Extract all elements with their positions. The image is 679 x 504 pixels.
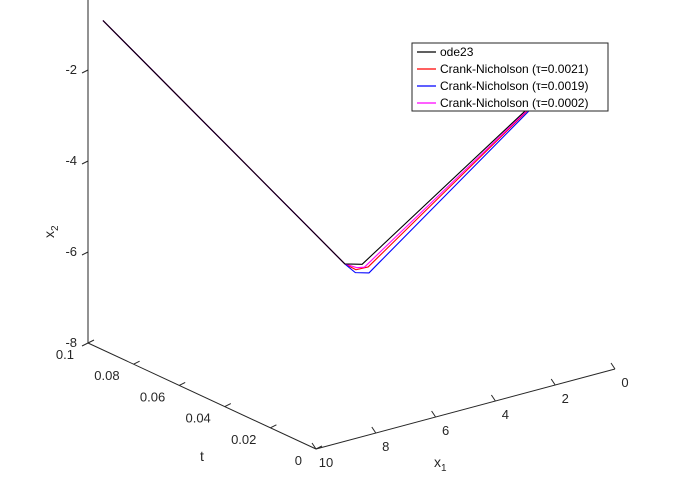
t-tick-label: 0.06 — [140, 389, 165, 404]
y-tick-mark — [81, 342, 89, 347]
legend: ode23 Crank-Nicholson (τ=0.0021) Crank-Nic… — [411, 42, 609, 112]
y-tick-mark — [81, 160, 89, 165]
legend-entry: Crank-Nicholson (τ=0.0019) — [440, 79, 588, 93]
x-tick-label: 10 — [319, 455, 333, 470]
t-tick-mark — [224, 403, 232, 408]
y-tick-label: -2 — [65, 62, 77, 77]
x-axis-line — [315, 368, 616, 450]
t-tick-mark — [133, 360, 140, 365]
x-tick-mark — [431, 410, 437, 418]
x-tick-label: 2 — [562, 391, 569, 406]
t-axis-label: t — [200, 448, 204, 464]
x-tick-label: 6 — [442, 423, 449, 438]
series-lines — [102, 20, 580, 274]
t-tick-label: 0 — [295, 453, 302, 468]
x-tick-label: 4 — [502, 407, 509, 422]
y-tick-mark — [81, 69, 89, 74]
legend-entry: Crank-Nicholson (τ=0.0002) — [440, 96, 588, 110]
y-tick-label: -8 — [65, 335, 77, 350]
y-axis-label: x2 — [41, 225, 61, 238]
legend-entry: Crank-Nicholson (τ=0.0021) — [440, 62, 588, 76]
x-tick-mark — [371, 426, 377, 434]
y-tick-label: -4 — [65, 153, 77, 168]
t-tick-mark — [270, 424, 277, 429]
x-tick-mark — [550, 378, 556, 386]
t-tick-label: 0.1 — [56, 347, 74, 362]
x-tick-mark — [490, 394, 496, 402]
legend-entry: ode23 — [440, 45, 474, 59]
x-tick-label: 0 — [621, 375, 628, 390]
t-tick-mark — [315, 445, 323, 450]
y-tick-label: -6 — [65, 244, 77, 259]
t-tick-label: 0.08 — [94, 368, 119, 383]
t-tick-mark — [178, 381, 186, 386]
x-tick-label: 8 — [382, 439, 389, 454]
t-tick-mark — [87, 339, 95, 344]
t-tick-label: 0.02 — [231, 432, 256, 447]
t-axis-line — [87, 342, 317, 450]
y-tick-mark — [81, 251, 89, 256]
series-line — [102, 20, 580, 265]
x-tick-mark — [311, 442, 317, 450]
legend-box — [411, 42, 609, 112]
t-tick-label: 0.04 — [185, 411, 210, 426]
x-tick-mark — [610, 362, 616, 370]
x-axis-label: x1 — [434, 454, 447, 474]
